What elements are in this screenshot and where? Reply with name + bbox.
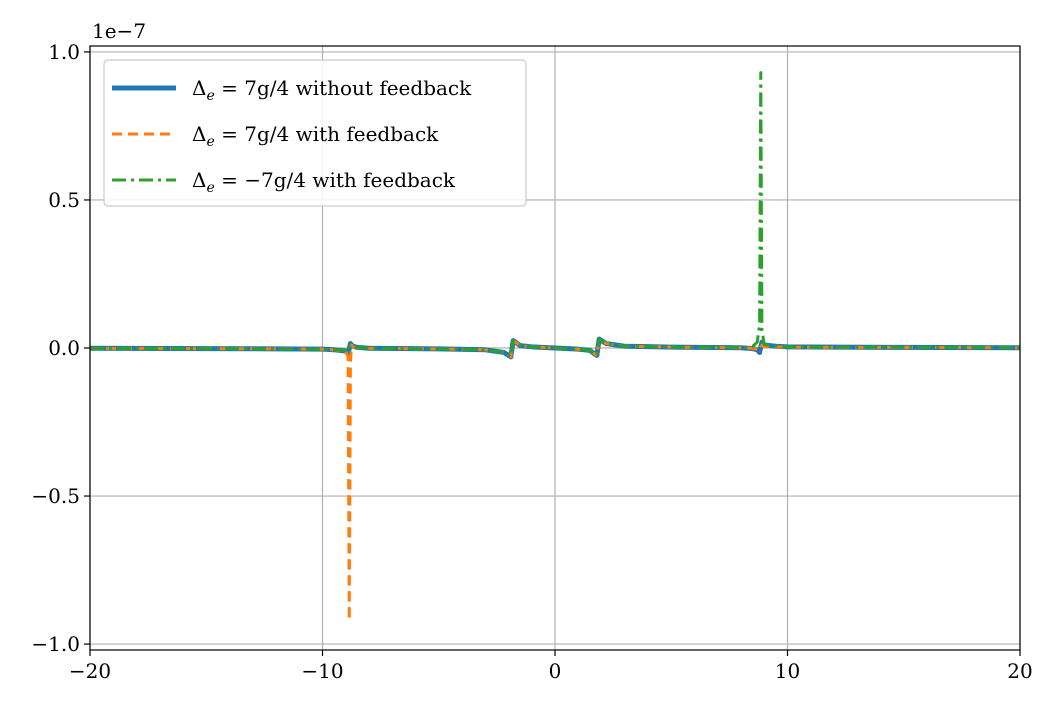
- legend-subscript: e: [206, 88, 214, 104]
- legend-delta-symbol: Δ: [192, 76, 206, 100]
- series-layer: [90, 71, 1020, 622]
- y-tick-label: −0.5: [31, 484, 80, 508]
- series-line-3: [90, 71, 1020, 359]
- x-tick-label: 20: [1007, 659, 1032, 683]
- x-tick-label: −20: [69, 659, 111, 683]
- legend-text: = −7g/4 with feedback: [215, 168, 456, 192]
- x-tick-label: −10: [301, 659, 343, 683]
- legend-delta-symbol: Δ: [192, 122, 206, 146]
- legend-label-2: Δe = 7g/4 with feedback: [192, 122, 439, 150]
- y-scale-offset-label: 1e−7: [92, 19, 146, 43]
- y-tick-label: 1.0: [48, 40, 80, 64]
- legend-subscript: e: [206, 180, 214, 196]
- ticks: −20 −10 0 10 20 −1.0 −0.5 0.0 0.5 1.0: [31, 40, 1032, 683]
- x-tick-label: 0: [549, 659, 562, 683]
- legend-label-3: Δe = −7g/4 with feedback: [192, 168, 456, 196]
- legend-delta-symbol: Δ: [192, 168, 206, 192]
- x-tick-label: 10: [775, 659, 800, 683]
- legend-subscript: e: [206, 134, 214, 150]
- legend-box: [103, 59, 527, 207]
- legend-label-1: Δe = 7g/4 without feedback: [192, 76, 472, 104]
- y-tick-label: 0.0: [48, 336, 80, 360]
- legend-text: = 7g/4 with feedback: [215, 122, 439, 146]
- y-tick-label: 0.5: [48, 188, 80, 212]
- legend-text: = 7g/4 without feedback: [215, 76, 472, 100]
- y-tick-label: −1.0: [31, 632, 80, 656]
